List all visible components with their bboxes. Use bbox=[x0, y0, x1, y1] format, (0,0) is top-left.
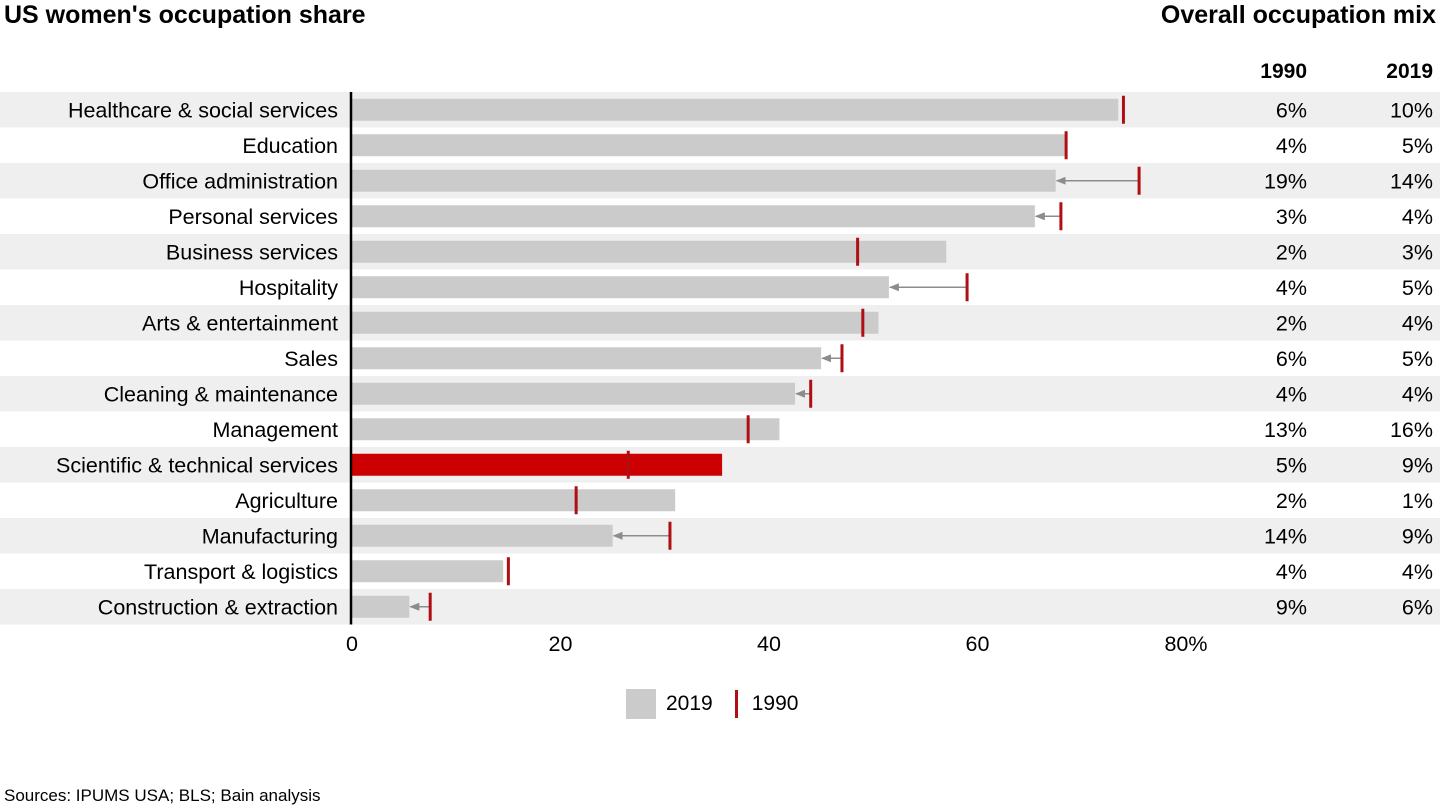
column-header-2019: 2019 bbox=[1386, 60, 1433, 83]
x-tick-label: 80% bbox=[1164, 632, 1207, 656]
mix-2019-value: 5% bbox=[1402, 347, 1433, 371]
bar-2019 bbox=[352, 595, 410, 618]
row-stripe bbox=[0, 518, 1440, 554]
mix-1990-value: 5% bbox=[1276, 453, 1307, 477]
category-label: Arts & entertainment bbox=[142, 311, 338, 335]
bar-2019 bbox=[352, 453, 723, 476]
category-label: Agriculture bbox=[235, 489, 338, 513]
x-tick-label: 40 bbox=[757, 632, 781, 656]
bar-2019 bbox=[352, 134, 1067, 157]
mix-1990-value: 4% bbox=[1276, 560, 1307, 584]
category-label: Education bbox=[242, 134, 338, 158]
bar-2019 bbox=[352, 560, 504, 583]
mix-2019-value: 9% bbox=[1402, 453, 1433, 477]
mix-2019-value: 9% bbox=[1402, 524, 1433, 548]
category-label: Healthcare & social services bbox=[68, 98, 338, 122]
column-header-1990: 1990 bbox=[1260, 60, 1307, 83]
category-label: Transport & logistics bbox=[144, 560, 338, 584]
mix-2019-value: 4% bbox=[1402, 205, 1433, 229]
mix-2019-value: 4% bbox=[1402, 311, 1433, 335]
mix-1990-value: 9% bbox=[1276, 595, 1307, 619]
category-label: Business services bbox=[166, 240, 338, 264]
mix-1990-value: 4% bbox=[1276, 382, 1307, 406]
mix-2019-value: 16% bbox=[1390, 418, 1433, 442]
mix-2019-value: 4% bbox=[1402, 560, 1433, 584]
bar-2019 bbox=[352, 418, 780, 441]
bar-2019 bbox=[352, 489, 676, 512]
mix-1990-value: 6% bbox=[1276, 98, 1307, 122]
mix-1990-value: 4% bbox=[1276, 276, 1307, 300]
bar-2019 bbox=[352, 240, 947, 263]
mix-1990-value: 14% bbox=[1264, 524, 1307, 548]
bar-2019 bbox=[352, 347, 822, 370]
category-label: Hospitality bbox=[239, 276, 338, 300]
bar-2019 bbox=[352, 98, 1119, 121]
mix-1990-value: 4% bbox=[1276, 134, 1307, 158]
category-label: Cleaning & maintenance bbox=[104, 382, 338, 406]
mix-2019-value: 1% bbox=[1402, 489, 1433, 513]
legend: 2019 1990 bbox=[626, 688, 798, 720]
mix-2019-value: 5% bbox=[1402, 276, 1433, 300]
category-label: Sales bbox=[284, 347, 338, 371]
legend-label-2019: 2019 bbox=[666, 692, 713, 715]
bar-2019 bbox=[352, 311, 879, 334]
category-label: Management bbox=[213, 418, 339, 442]
mix-2019-value: 10% bbox=[1390, 98, 1433, 122]
mix-1990-value: 2% bbox=[1276, 240, 1307, 264]
mix-2019-value: 6% bbox=[1402, 595, 1433, 619]
chart-title: US women's occupation share bbox=[4, 1, 366, 29]
source-note: Sources: IPUMS USA; BLS; Bain analysis bbox=[4, 786, 321, 805]
bar-2019 bbox=[352, 276, 889, 299]
legend-label-1990: 1990 bbox=[751, 692, 799, 715]
mix-title: Overall occupation mix bbox=[1160, 1, 1436, 29]
x-tick-label: 0 bbox=[346, 632, 358, 656]
row-stripe bbox=[0, 589, 1440, 625]
x-tick-label: 60 bbox=[966, 632, 990, 656]
mix-1990-value: 6% bbox=[1276, 347, 1307, 371]
category-label: Scientific & technical services bbox=[56, 453, 338, 477]
mix-1990-value: 2% bbox=[1276, 311, 1307, 335]
x-tick-label: 20 bbox=[549, 632, 573, 656]
bar-2019 bbox=[352, 205, 1035, 228]
category-label: Construction & extraction bbox=[98, 595, 338, 619]
mix-1990-value: 19% bbox=[1264, 169, 1307, 193]
legend-tick-1990 bbox=[734, 690, 738, 718]
mix-1990-value: 2% bbox=[1276, 489, 1307, 513]
mix-2019-value: 5% bbox=[1402, 134, 1433, 158]
category-label: Personal services bbox=[168, 205, 338, 229]
bar-2019 bbox=[352, 169, 1056, 192]
mix-2019-value: 4% bbox=[1402, 382, 1433, 406]
mix-2019-value: 14% bbox=[1390, 169, 1433, 193]
bar-2019 bbox=[352, 524, 613, 547]
mix-2019-value: 3% bbox=[1402, 240, 1433, 264]
category-label: Manufacturing bbox=[202, 524, 338, 548]
mix-1990-value: 3% bbox=[1276, 205, 1307, 229]
legend-swatch-2019 bbox=[626, 689, 656, 719]
mix-1990-value: 13% bbox=[1264, 418, 1307, 442]
bar-2019 bbox=[352, 382, 796, 405]
category-label: Office administration bbox=[142, 169, 338, 193]
